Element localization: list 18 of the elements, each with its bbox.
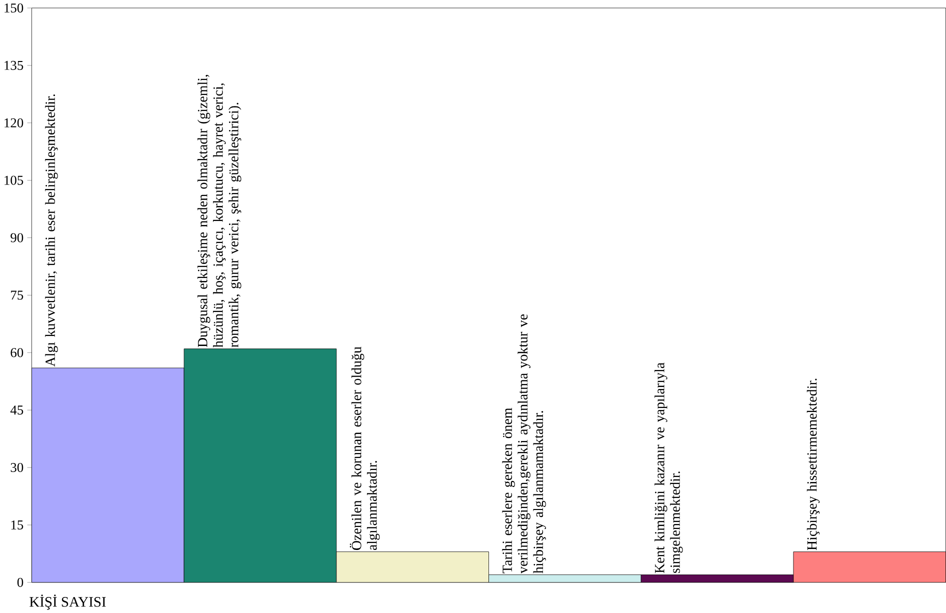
y-tick-label: 60 <box>10 348 24 358</box>
y-tick-label: 15 <box>11 520 24 530</box>
y-tick-label: 75 <box>11 290 24 300</box>
x-tick-label: Kent kimliğini kazanır ve yapılarıyla simgelenmektedir. <box>654 362 683 574</box>
x-tick-label: Tarihi eserlere gereken önem verilmediğinden,gerekli aydınlatma yoktur ve hiçbirşey algılanmamaktadır. <box>502 314 546 574</box>
y-tick-label: 120 <box>4 118 24 128</box>
y-tick-label: 30 <box>10 462 24 472</box>
x-tick-label: Hiçbirşey hissettirmemektedir. <box>806 378 820 550</box>
y-tick-label: 150 <box>4 3 24 12</box>
y-tick-label: 90 <box>10 233 24 242</box>
x-tick-label: Algı kuvvetlenir, tarihi eser belirginleşmektedir. <box>45 94 58 367</box>
y-tick-label: 45 <box>10 406 24 414</box>
y-tick-label: 105 <box>4 176 24 185</box>
x-tick-label: Özenilen ve korunan eserler olduğu algılanmaktadır. <box>350 346 380 550</box>
x-axis-title: KİŞİ SAYISI <box>30 594 106 610</box>
y-tick-label: 135 <box>4 60 24 70</box>
x-tick-label: Duygusal etkileşime neden olmaktadır (gizemli, hüzünlü, hoş, içaçıcı, korkutucu, hayret verici, romantik, gurur verici, şehir güzelleştirici). <box>197 74 242 348</box>
y-tick-label: 0 <box>17 578 24 587</box>
